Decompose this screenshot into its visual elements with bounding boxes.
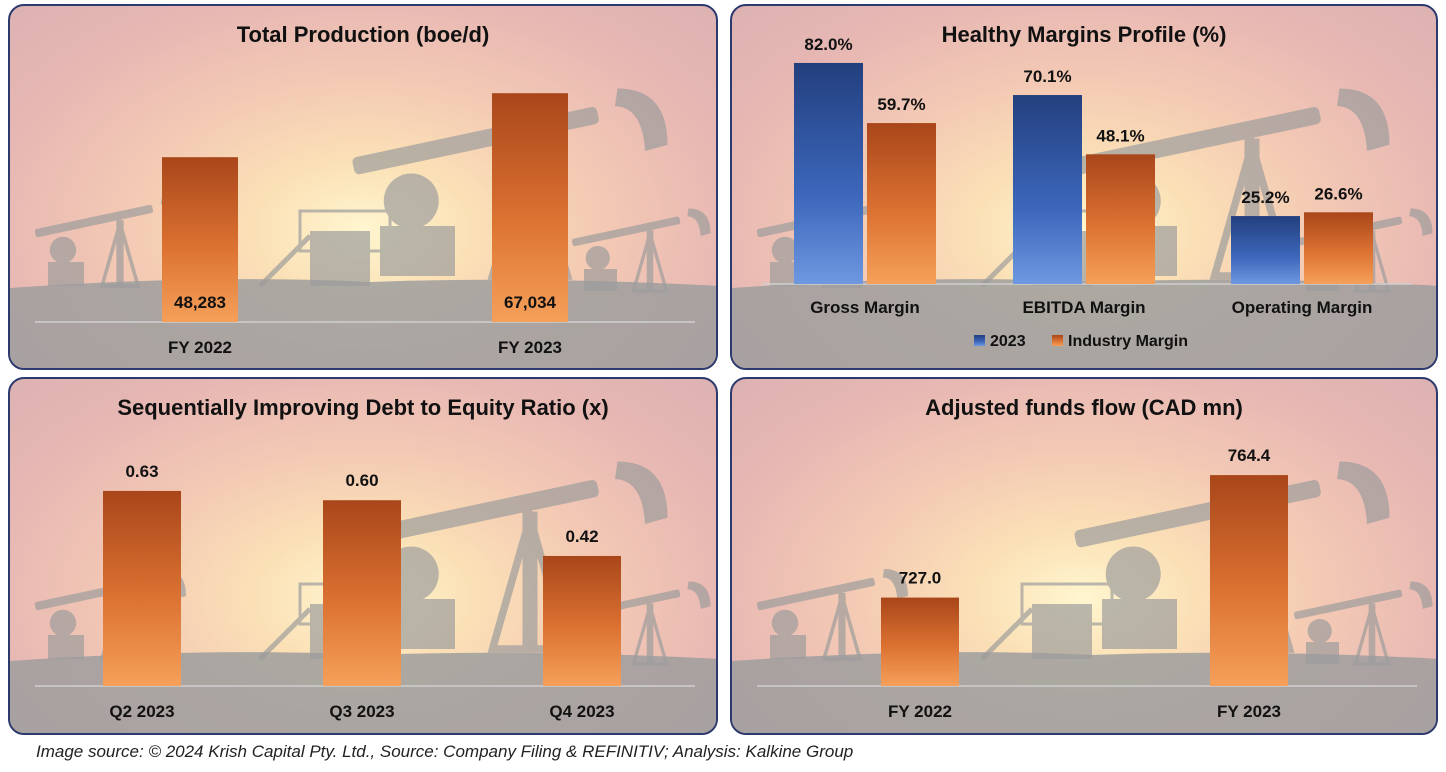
data-label: 25.2% xyxy=(1241,188,1289,207)
bar-series-2023 xyxy=(1013,95,1082,284)
bar xyxy=(1210,475,1288,686)
footnote: Image source: © 2024 Krish Capital Pty. … xyxy=(36,742,854,761)
data-label: 0.60 xyxy=(345,471,378,490)
category-label: EBITDA Margin xyxy=(1022,298,1145,317)
total-production-panel: 48,283 FY 2022 67,034 FY 2023 Total Product… xyxy=(8,4,718,370)
bar-series-2023 xyxy=(794,62,863,285)
data-label: 67,034 xyxy=(504,293,557,312)
chart-title: Sequentially Improving Debt to Equity Ra… xyxy=(117,395,609,420)
adjusted-funds-flow-chart: 727.0 FY 2022 764.4 FY 2023 xyxy=(757,446,1417,721)
debt-equity-chart: 0.63 Q2 2023 0.60 Q3 2023 0.42 Q4 2023 xyxy=(35,462,695,721)
data-label: 70.1% xyxy=(1023,67,1071,86)
data-label: 82.0% xyxy=(804,35,852,54)
category-label: Q3 2023 xyxy=(329,702,394,721)
bar-series-industry xyxy=(867,123,936,284)
category-label: FY 2022 xyxy=(888,702,952,721)
category-label: FY 2023 xyxy=(1217,702,1281,721)
category-label: Q2 2023 xyxy=(109,702,174,721)
bar-series-industry xyxy=(1304,212,1373,284)
data-label: 764.4 xyxy=(1228,446,1271,465)
adjusted-funds-flow-panel: 727.0 FY 2022 764.4 FY 2023 Adjusted funds … xyxy=(730,377,1438,735)
legend-swatch xyxy=(974,335,985,346)
category-label: Q4 2023 xyxy=(549,702,614,721)
margins-profile-chart: 82.0% 59.7% Gross Margin 70.1% 48.1% EBITDA M… xyxy=(762,35,1412,350)
chart-title: Total Production (boe/d) xyxy=(236,22,490,47)
data-label: 48,283 xyxy=(174,293,226,312)
total-production-chart: 48,283 FY 2022 67,034 FY 2023 xyxy=(35,93,695,357)
category-label: Gross Margin xyxy=(810,298,920,317)
data-label: 26.6% xyxy=(1314,184,1362,203)
bar-series-industry xyxy=(1086,154,1155,284)
bar xyxy=(162,157,238,322)
bar-series-2023 xyxy=(1231,216,1300,284)
bar xyxy=(492,93,568,322)
bar xyxy=(323,500,401,686)
category-label: Operating Margin xyxy=(1232,298,1373,317)
data-label: 727.0 xyxy=(899,569,942,588)
category-label: FY 2022 xyxy=(168,338,232,357)
data-label: 59.7% xyxy=(877,95,925,114)
bar xyxy=(881,597,959,686)
data-label: 0.42 xyxy=(565,527,598,546)
legend-label: Industry Margin xyxy=(1068,333,1188,350)
bar xyxy=(103,490,181,686)
legend-label: 2023 xyxy=(990,333,1026,350)
chart-title: Healthy Margins Profile (%) xyxy=(941,22,1227,47)
bar xyxy=(543,555,621,686)
category-label: FY 2023 xyxy=(498,338,562,357)
debt-equity-panel: 0.63 Q2 2023 0.60 Q3 2023 0.42 Q4 2023 Sequen… xyxy=(8,377,718,735)
chart-title: Adjusted funds flow (CAD mn) xyxy=(925,395,1243,420)
legend-swatch xyxy=(1052,335,1063,346)
data-label: 0.63 xyxy=(125,462,158,481)
data-label: 48.1% xyxy=(1096,126,1144,145)
margins-profile-panel: 82.0% 59.7% Gross Margin 70.1% 48.1% EBITDA M… xyxy=(730,4,1438,370)
